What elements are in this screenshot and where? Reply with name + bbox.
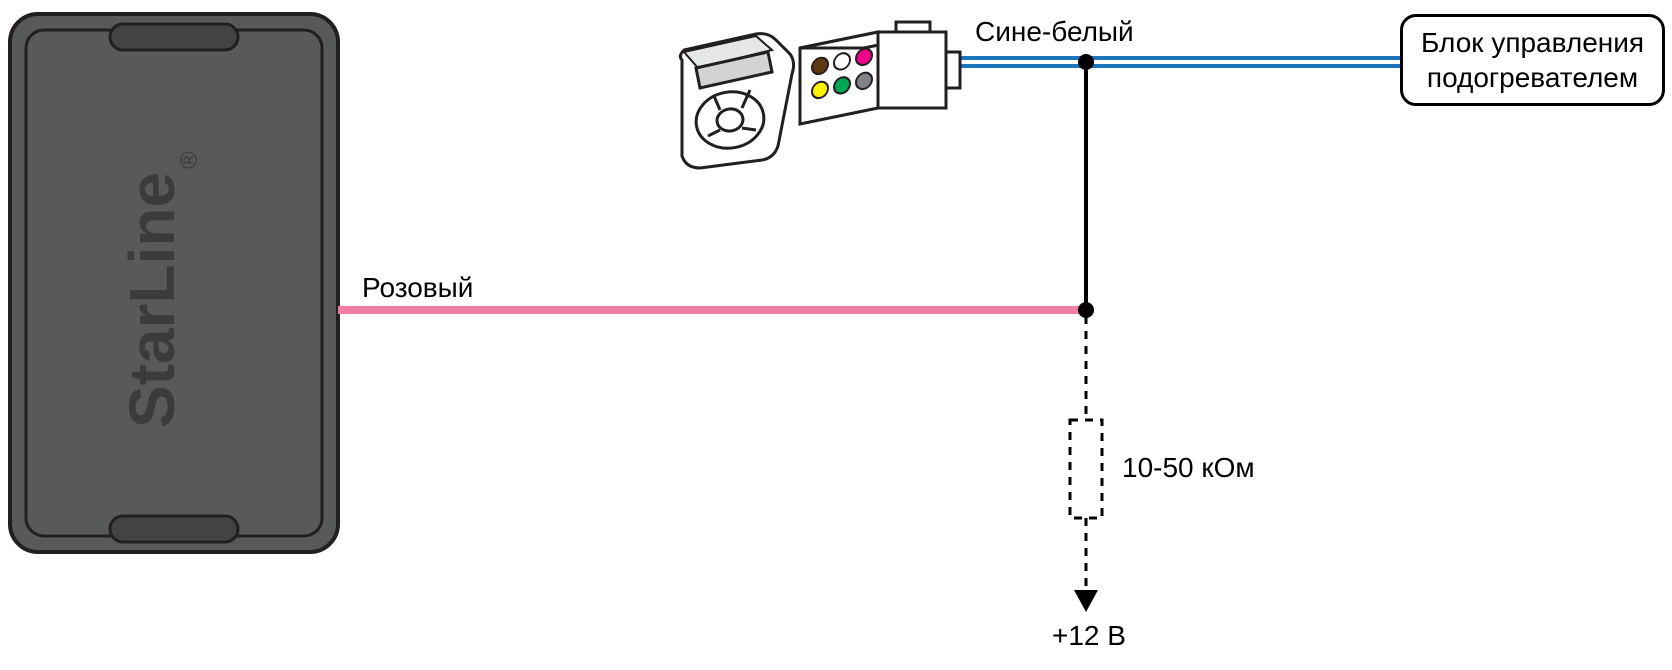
pink-wire-label: Розовый	[362, 272, 473, 304]
dashed-path	[1070, 316, 1102, 612]
junction-middle	[1078, 302, 1094, 318]
control-unit-line2: подогревателем	[1421, 60, 1644, 95]
starline-module: StarLine ®	[10, 14, 338, 552]
heater-control-unit-box: Блок управления подогревателем	[1400, 14, 1665, 106]
remote-device-icon	[680, 34, 793, 168]
blue-white-wire-label: Сине-белый	[975, 16, 1134, 48]
resistor-symbol	[1070, 420, 1102, 518]
module-brand: StarLine	[116, 172, 188, 428]
resistor-label: 10-50 кОм	[1122, 452, 1255, 484]
arrow-down-icon	[1074, 590, 1098, 612]
connector-plug	[800, 22, 960, 124]
junction-top	[1078, 54, 1094, 70]
module-registered: ®	[176, 151, 203, 169]
blue-white-wire	[922, 58, 1400, 66]
voltage-label: +12 В	[1052, 620, 1126, 652]
control-unit-line1: Блок управления	[1421, 25, 1644, 60]
